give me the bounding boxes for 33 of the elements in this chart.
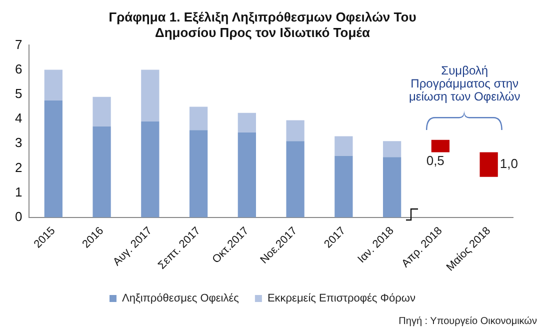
y-tick-label: 1 xyxy=(14,184,22,200)
bar xyxy=(238,112,256,133)
bar xyxy=(189,106,208,130)
bar xyxy=(238,132,256,218)
text: Πηγή : Υπουργείο Οικονομικών xyxy=(398,316,537,327)
data-label: 0,5 xyxy=(426,152,444,168)
bar xyxy=(334,156,353,218)
y-tick-label: 3 xyxy=(14,135,22,150)
y-tick-label: 4 xyxy=(14,110,22,126)
bar xyxy=(286,141,304,218)
y-tick-label: 7 xyxy=(14,36,22,52)
annotation: Συμβολή Προγράμματος στην μείωση των Οφειλών xyxy=(408,63,520,104)
bar xyxy=(141,121,160,218)
bar xyxy=(334,136,353,156)
bar xyxy=(189,130,208,218)
bar xyxy=(92,126,111,218)
y-tick-label: 2 xyxy=(14,160,22,175)
legend-label: Ληξιπρόθεσμες Οφειλές xyxy=(122,292,239,305)
bar xyxy=(44,70,62,101)
bar xyxy=(480,152,498,177)
bar xyxy=(44,100,62,218)
bar xyxy=(431,140,450,152)
y-tick-label: 0 xyxy=(14,209,22,224)
bar xyxy=(286,120,304,142)
bar xyxy=(92,96,111,126)
y-tick-label: 5 xyxy=(14,86,22,101)
bar xyxy=(382,157,402,218)
bar xyxy=(141,70,160,122)
legend-label: Εκκρεμείς Επιστροφές Φόρων xyxy=(267,292,416,305)
y-tick-label: 6 xyxy=(14,61,22,76)
data-label: 1,0 xyxy=(500,156,518,172)
bar xyxy=(382,141,402,158)
chart-title: Γράφημα 1. Εξέλιξη Ληξιπρόθεσμων Οφειλών Του Δημοσίου Προς τον Ιδιωτικό Τομέα xyxy=(108,9,417,40)
